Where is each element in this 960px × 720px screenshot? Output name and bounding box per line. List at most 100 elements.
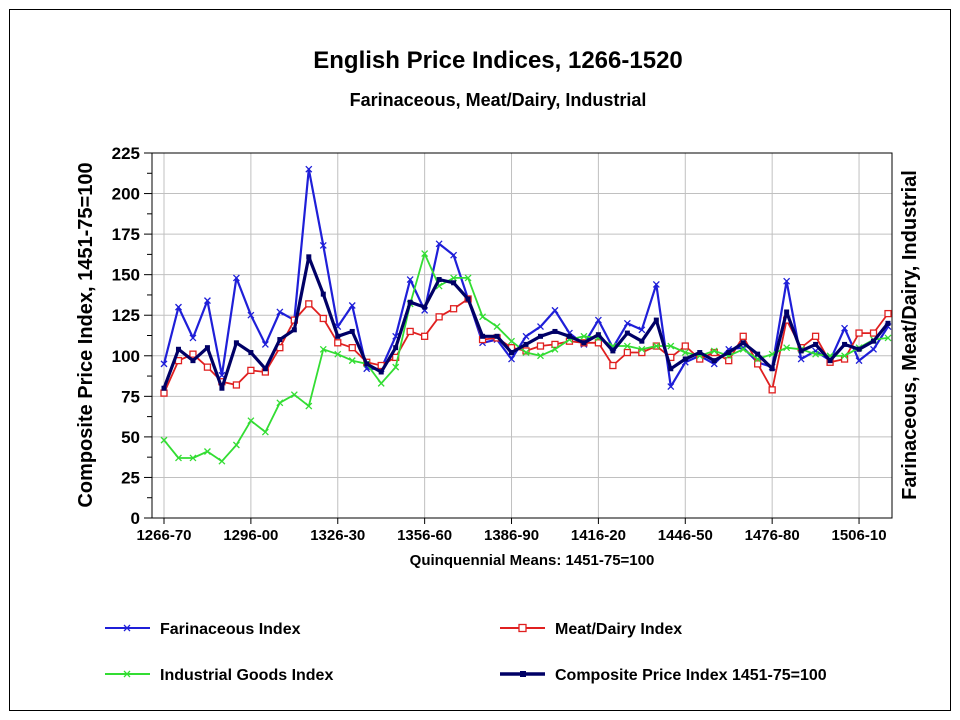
industrial-goods-index-point [537, 352, 544, 360]
x-tick-label: 1326-30 [310, 527, 365, 544]
industrial-goods-index-point [522, 349, 530, 356]
industrial-goods-index-point [421, 250, 429, 258]
composite-price-index-1451-75-100-point [378, 369, 384, 375]
composite-price-index-1451-75-100-point [436, 277, 442, 283]
composite-price-index-1451-75-100-point [827, 358, 833, 364]
composite-price-index-1451-75-100-point [451, 280, 457, 286]
composite-price-index-1451-75-100-point [856, 346, 862, 352]
composite-price-index-1451-75-100-point [480, 333, 486, 339]
composite-price-index-1451-75-100-point [219, 385, 225, 391]
legend-marker [518, 623, 527, 633]
legend-marker [123, 670, 131, 678]
farinaceous-index-point [175, 303, 182, 311]
composite-price-index-1451-75-100-point [682, 356, 688, 362]
composite-price-index-1451-75-100-point [364, 361, 370, 367]
composite-price-index-1451-75-100-point [190, 358, 196, 364]
legend-label: Meat/Dairy Index [555, 621, 682, 638]
meat-dairy-index-point [160, 389, 168, 397]
industrial-goods-index-point [652, 342, 660, 350]
industrial-goods-index-point [348, 357, 356, 365]
composite-price-index-1451-75-100-point [407, 299, 413, 305]
legend-label: Industrial Goods Index [160, 667, 333, 684]
meat-dairy-index-point [811, 332, 820, 340]
y-tick-label: 50 [121, 428, 140, 447]
composite-price-index-1451-75-100-point [291, 327, 297, 333]
meat-dairy-index-point [855, 329, 863, 337]
farinaceous-index-point [305, 165, 313, 173]
farinaceous-index-point [406, 276, 414, 283]
legend-item-meat-dairy-index: Meat/Dairy Index [500, 621, 682, 638]
composite-price-index-1451-75-100-point [204, 345, 210, 351]
industrial-goods-index-point [841, 352, 849, 360]
industrial-goods-index-point [812, 350, 820, 358]
composite-price-index-1451-75-100-point [581, 340, 587, 346]
x-tick-label: 1506-10 [832, 527, 887, 544]
composite-price-index-1451-75-100-point [624, 330, 630, 336]
composite-price-index-1451-75-100-point [653, 317, 659, 323]
industrial-goods-index-point [319, 345, 327, 353]
industrial-goods-index-point [580, 332, 588, 340]
industrial-goods-index-point [710, 347, 718, 355]
meat-dairy-index-point [189, 350, 197, 358]
industrial-goods-index-point [450, 274, 458, 282]
farinaceous-index-point [189, 334, 197, 342]
composite-price-index-1451-75-100-point [175, 346, 181, 352]
x-tick-label: 1476-80 [745, 527, 800, 544]
meat-dairy-index-point [348, 344, 356, 352]
composite-price-index-1451-75-100-point [885, 320, 891, 326]
industrial-goods-index-point [681, 349, 689, 356]
composite-price-index-1451-75-100-point [610, 348, 616, 354]
y-tick-label: 225 [112, 144, 140, 163]
composite-price-index-1451-75-100-point [813, 341, 819, 347]
y-axis: 0 25 50 75 100 125 150 175 200 225 [112, 144, 152, 528]
meat-dairy-index-point [840, 355, 849, 363]
legend-label: Farinaceous Index [160, 621, 301, 638]
industrial-goods-index-point [160, 436, 168, 444]
farinaceous-index-point [247, 311, 255, 319]
industrial-goods-index-point [392, 363, 400, 371]
farinaceous-index-point [450, 251, 458, 259]
meat-dairy-index-point [420, 332, 429, 340]
industrial-goods-index-point [276, 399, 284, 407]
industrial-goods-index-point [623, 342, 631, 350]
industrial-goods-index-point [783, 344, 791, 352]
y-axis-label: Composite Price Index, 1451-75=100 [75, 162, 97, 507]
composite-price-index-1451-75-100-point [639, 338, 645, 344]
x-tick-label: 1296-00 [223, 527, 278, 544]
industrial-goods-index-point [218, 457, 226, 465]
industrial-goods-index-point [290, 391, 298, 399]
legend-marker [520, 671, 526, 677]
x-tick-label: 1446-50 [658, 527, 713, 544]
y-tick-label: 75 [121, 387, 140, 406]
y-tick-label: 0 [131, 509, 140, 528]
industrial-goods-index-point [508, 337, 515, 345]
composite-price-index-1451-75-100-point [320, 291, 326, 297]
chart-subtitle: Farinaceous, Meat/Dairy, Industrial [350, 90, 647, 110]
meat-dairy-index-point [681, 342, 689, 350]
meat-dairy-index-point [232, 381, 241, 389]
y-tick-label: 125 [112, 306, 140, 325]
farinaceous-index-point [623, 319, 631, 327]
legend-label: Composite Price Index 1451-75=100 [555, 667, 827, 684]
industrial-goods-index-point [175, 454, 182, 462]
farinaceous-index-point [276, 308, 284, 316]
industrial-goods-index-point [377, 379, 385, 387]
industrial-goods-index-point [739, 345, 747, 353]
composite-price-index-1451-75-100-point [711, 358, 717, 364]
composite-price-index-1451-75-100-point [668, 366, 674, 372]
composite-price-index-1451-75-100-point [537, 333, 543, 339]
farinaceous-index-point [232, 274, 240, 282]
farinaceous-index-point [203, 297, 211, 305]
legend-item-industrial-goods-index: Industrial Goods Index [105, 667, 333, 684]
farinaceous-index-point [783, 277, 791, 285]
meat-dairy-index-point [609, 361, 617, 370]
farinaceous-index-point [435, 240, 443, 248]
industrial-goods-index-point [203, 448, 211, 455]
farinaceous-index-point [594, 316, 602, 324]
x-tick-label: 1266-70 [136, 527, 191, 544]
series-composite-price-index-1451-75-100 [161, 254, 891, 391]
y-tick-label: 25 [121, 468, 140, 487]
meat-dairy-index-point [449, 305, 458, 313]
composite-price-index-1451-75-100-point [393, 345, 399, 351]
y-tick-label: 200 [112, 185, 140, 204]
